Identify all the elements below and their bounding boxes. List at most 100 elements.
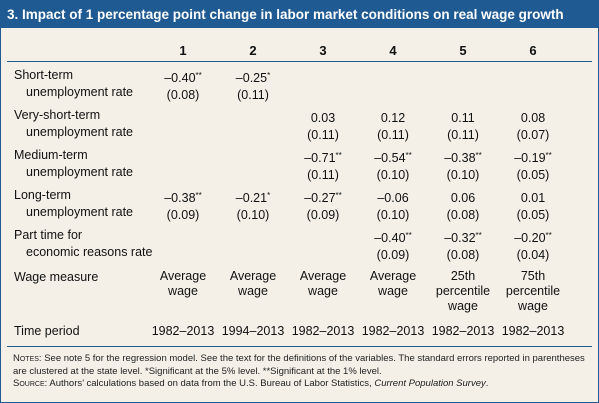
column-header-2: 2 [249,43,257,58]
significance-marker: ** [195,191,202,200]
significance-marker: ** [405,231,412,240]
column-header-5: 5 [459,43,467,58]
coefficient-value: 0.03 [310,111,336,125]
significance-marker: ** [195,71,202,80]
column-header-6: 6 [529,43,537,58]
time-period-cell: 1982–2013 [361,324,425,338]
row-label-line2: unemployment rate [26,165,134,179]
standard-error: (0.10) [376,168,410,182]
standard-error: (0.09) [306,208,340,222]
wage-measure-cell: Average wage [283,269,363,299]
row-label: Very-short-term unemployment rate [14,107,133,141]
header-divider [7,61,592,62]
coefficient: –0.32** [423,227,503,247]
table-cell: –0.06 (0.10) [353,187,433,224]
notes-label: Notes: [13,353,42,364]
time-period-label: Time period [14,324,80,338]
source-label: Source: [13,378,48,389]
coefficient-value: 0.01 [520,191,546,205]
table-cell: –0.54** (0.10) [353,147,433,184]
standard-error: (0.08) [446,208,480,222]
coefficient-value: –0.71 [304,151,336,165]
standard-error: (0.09) [376,248,410,262]
column-header-4: 4 [389,43,397,58]
row-label-line2: economic reasons rate [26,245,153,259]
standard-error: (0.04) [516,248,550,262]
coefficient: 0.12 [353,107,433,127]
wage-measure-line: percentile [435,284,491,298]
wage-measure-line: 75th [520,269,546,283]
coefficient: –0.21* [213,187,293,207]
wage-measure-cell: 75th percentile wage [493,269,573,314]
coefficient-value: –0.27 [304,191,336,205]
row-label: Long-term unemployment rate [14,187,133,221]
coefficient: –0.20** [493,227,573,247]
standard-error: (0.11) [447,128,479,142]
standard-error: (0.05) [516,168,550,182]
standard-error: (0.11) [307,168,339,182]
coefficient: –0.27** [283,187,363,207]
coefficient-value: –0.06 [377,191,409,205]
coefficient-value: –0.32 [444,231,476,245]
standard-error: (0.05) [516,208,550,222]
standard-error: (0.08) [166,88,200,102]
significance-marker: ** [335,151,342,160]
table-cell: 0.01 (0.05) [493,187,573,224]
time-period-cell: 1994–2013 [221,324,285,338]
wage-measure-cell: 25th percentile wage [423,269,503,314]
source-text: Authors’ calculations based on data from… [47,378,375,389]
coefficient-value: 0.08 [520,111,546,125]
time-period-cell: 1982–2013 [291,324,355,338]
significance-marker: * [267,71,271,80]
wage-measure-line: wage [448,299,478,313]
table-cell: –0.40** (0.08) [143,67,223,104]
source-end: . [485,378,489,389]
coefficient: –0.25* [213,67,293,87]
table-cell: –0.27** (0.09) [283,187,363,224]
wage-measure-line: wage [238,284,268,298]
standard-error: (0.11) [377,128,409,142]
wage-measure-line: wage [168,284,198,298]
wage-measure-line: Average [229,269,277,283]
time-period-cell: 1982–2013 [501,324,565,338]
coefficient: –0.40** [353,227,433,247]
notes-block: Notes: See note 5 for the regression mod… [13,353,591,391]
significance-marker: ** [475,151,482,160]
wage-measure-line: percentile [505,284,561,298]
coefficient: –0.38** [423,147,503,167]
coefficient: 0.11 [423,107,503,127]
row-label: Short-term unemployment rate [14,67,133,101]
source-paragraph: Source: Authors’ calculations based on d… [13,378,591,391]
table-cell: –0.40** (0.09) [353,227,433,264]
coefficient: –0.54** [353,147,433,167]
wage-measure-label: Wage measure [14,270,99,284]
significance-marker: ** [475,231,482,240]
table-cell: –0.21* (0.10) [213,187,293,224]
wage-measure-line: wage [518,299,548,313]
coefficient: 0.08 [493,107,573,127]
standard-error: (0.10) [446,168,480,182]
table-cell: 0.12 (0.11) [353,107,433,144]
table-cell: 0.06 (0.08) [423,187,503,224]
row-label-line1: Short-term [14,68,74,82]
significance-marker: ** [335,191,342,200]
standard-error: (0.08) [446,248,480,262]
coefficient: 0.06 [423,187,503,207]
wage-measure-line: wage [378,284,408,298]
table-cell: –0.38** (0.10) [423,147,503,184]
coefficient-value: 0.12 [380,111,406,125]
row-label: Part time for economic reasons rate [14,227,152,261]
standard-error: (0.11) [307,128,339,142]
table-cell: –0.71** (0.11) [283,147,363,184]
row-label-line2: unemployment rate [26,125,134,139]
significance-marker: ** [545,231,552,240]
standard-error: (0.10) [236,208,270,222]
coefficient-value: –0.19 [514,151,546,165]
wage-measure-cell: Average wage [143,269,223,299]
row-label-line2: unemployment rate [26,205,134,219]
row-label-line1: Medium-term [14,148,88,162]
notes-paragraph: Notes: See note 5 for the regression mod… [13,353,591,378]
row-label: Medium-term unemployment rate [14,147,133,181]
coefficient-value: –0.21 [235,191,268,205]
row-label-line2: unemployment rate [26,85,134,99]
